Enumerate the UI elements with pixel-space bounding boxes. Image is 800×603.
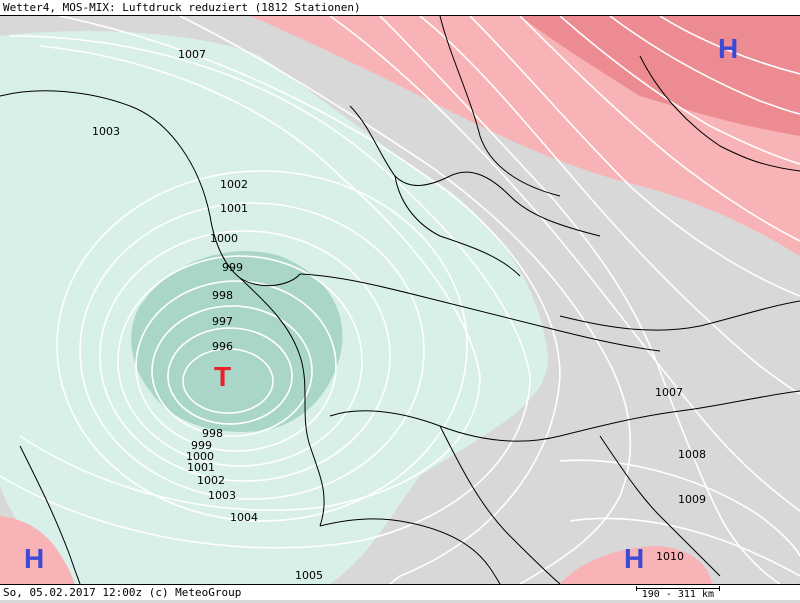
map-title: Wetter4, MOS-MIX: Luftdruck reduziert (1… [3, 1, 361, 14]
pressure-centers: H T H H [24, 33, 738, 574]
isobar-label: 1000 [186, 450, 214, 463]
isobar-label: 1003 [92, 125, 120, 138]
isobar-label: 1001 [187, 461, 215, 474]
coastlines [0, 16, 800, 584]
scale-bar: 190 - 311 km [635, 585, 721, 601]
high-pressure-marker: H [624, 543, 644, 574]
isobar-label: 1002 [220, 178, 248, 191]
scale-bar-line [635, 586, 721, 591]
high-pressure-zone-southeast [560, 546, 712, 584]
low-pressure-marker: T [214, 361, 231, 392]
isobar-label: 1008 [678, 448, 706, 461]
isobar-label: 1009 [678, 493, 706, 506]
title-bar: Wetter4, MOS-MIX: Luftdruck reduziert (1… [0, 0, 800, 16]
isobar-label: 999 [191, 439, 212, 452]
high-pressure-zone-southwest [0, 516, 75, 584]
isobar-label: 998 [212, 289, 233, 302]
high-pressure-core-northeast [520, 16, 800, 136]
isobar-label: 996 [212, 340, 233, 353]
isobar-label: 1007 [655, 386, 683, 399]
high-pressure-marker: H [24, 543, 44, 574]
isobar-label: 999 [222, 261, 243, 274]
isobar-label: 1007 [178, 48, 206, 61]
isobar-label: 998 [202, 427, 223, 440]
isobar-label: 1000 [210, 232, 238, 245]
isobar-label: 1002 [197, 474, 225, 487]
isobars-low [0, 16, 561, 584]
isobar-label: 1005 [295, 569, 323, 582]
timestamp-copyright: So, 05.02.2017 12:00z (c) MeteoGroup [3, 586, 242, 599]
isobar-label: 1001 [220, 202, 248, 215]
isobars-east [179, 16, 800, 584]
status-bar: So, 05.02.2017 12:00z (c) MeteoGroup 190… [0, 584, 800, 600]
isobar-label: 1003 [208, 489, 236, 502]
isobar-label: 1004 [230, 511, 258, 524]
isobar-label: 997 [212, 315, 233, 328]
isobar-label: 1010 [656, 550, 684, 563]
high-pressure-marker: H [718, 33, 738, 64]
scale-bar-label: 190 - 311 km [641, 589, 714, 600]
isobar-labels: 1007 1003 1002 1001 1000 999 998 997 996… [92, 48, 706, 582]
pressure-map: 1007 1003 1002 1001 1000 999 998 997 996… [0, 16, 800, 584]
